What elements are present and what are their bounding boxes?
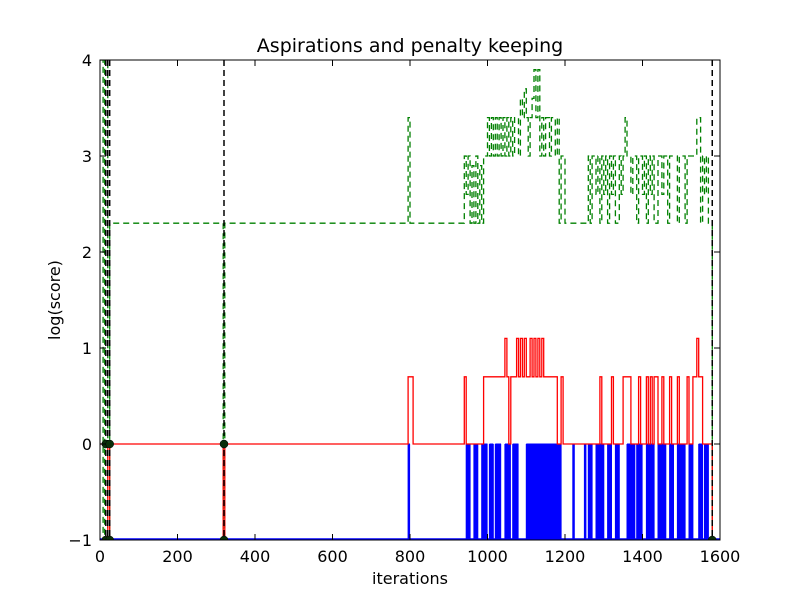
- marker-point-1: [105, 439, 114, 449]
- y-tick-label: 2: [82, 243, 92, 262]
- x-tick-label: 400: [240, 547, 271, 566]
- series-current-burst-6: [504, 443, 511, 540]
- series-current-burst-7: [512, 443, 519, 540]
- series-current-burst-13: [607, 443, 612, 540]
- series-current-burst-18: [657, 443, 667, 540]
- series-current-burst-5: [494, 443, 502, 540]
- marker-point-4: [105, 535, 114, 540]
- series-current-burst-14: [614, 443, 620, 540]
- series-current-burst-10: [583, 443, 587, 540]
- series-current-burst-1: [465, 443, 471, 540]
- series-current-burst-0: [407, 443, 411, 540]
- plot-area: [100, 60, 720, 540]
- y-tick-label: −1: [68, 531, 92, 550]
- series-current-burst-21: [688, 443, 694, 540]
- x-tick-label: 800: [395, 547, 426, 566]
- series-current-burst-9: [572, 443, 575, 540]
- series-line-0: [100, 60, 713, 540]
- y-tick-label: 0: [82, 435, 92, 454]
- y-tick-label: 1: [82, 339, 92, 358]
- series-current-burst-8: [525, 443, 562, 540]
- series-current-burst-12: [595, 443, 605, 540]
- x-tick-label: 200: [162, 547, 193, 566]
- series-current-burst-17: [645, 443, 655, 540]
- x-tick-label: 0: [95, 547, 105, 566]
- chart-title: Aspirations and penalty keeping: [257, 35, 563, 57]
- y-tick-label: 3: [82, 147, 92, 166]
- series-current-burst-11: [587, 443, 593, 540]
- x-tick-label: 1000: [467, 547, 508, 566]
- y-axis-label: log(score): [45, 260, 64, 340]
- series-current-burst-22: [698, 443, 704, 540]
- series-current-burst-16: [636, 443, 643, 540]
- x-tick-label: 1600: [700, 547, 741, 566]
- x-tick-label: 600: [317, 547, 348, 566]
- series-current-burst-23: [704, 443, 709, 540]
- series-line-1: [100, 337, 713, 540]
- series-current-burst-20: [676, 443, 686, 540]
- marker-point-6: [708, 535, 717, 540]
- series-current-burst-15: [626, 443, 636, 540]
- series-current-burst-19: [669, 443, 674, 540]
- x-tick-label: 1200: [545, 547, 586, 566]
- series-current-burst-3: [481, 443, 488, 540]
- series-current-burst-4: [488, 443, 494, 540]
- x-tick-label: 1400: [622, 547, 663, 566]
- marker-point-5: [219, 535, 229, 540]
- marker-point-2: [219, 439, 229, 449]
- series-current-burst-2: [473, 443, 479, 540]
- y-tick-label: 4: [82, 51, 92, 70]
- x-axis-label: iterations: [372, 569, 448, 588]
